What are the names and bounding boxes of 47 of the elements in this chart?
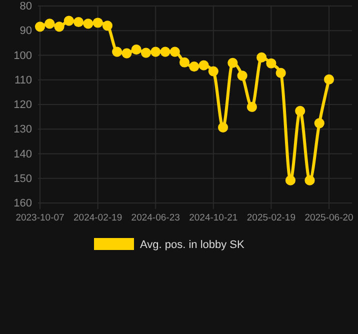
y-tick-label: 150 — [14, 172, 32, 185]
point — [198, 60, 209, 70]
point — [179, 57, 190, 68]
point — [324, 74, 334, 84]
point — [83, 18, 94, 29]
point — [246, 102, 257, 112]
point — [304, 175, 315, 186]
x-tick-label: 2023-10-07 — [16, 212, 64, 224]
legend-label: Avg. pos. in lobby SK — [140, 239, 246, 251]
point — [285, 175, 296, 186]
point — [112, 46, 122, 57]
point — [189, 62, 200, 72]
point — [102, 20, 112, 31]
point — [54, 22, 64, 32]
point — [64, 16, 74, 26]
point — [218, 122, 228, 132]
x-tick-label: 2024-10-21 — [189, 212, 238, 224]
point — [208, 66, 218, 76]
x-tick-label: 2024-02-19 — [73, 212, 122, 224]
y-tick-label: 100 — [14, 50, 32, 62]
y-tick-label: 90 — [20, 25, 32, 38]
x-tick-label: 2025-02-19 — [246, 212, 296, 224]
y-tick-label: 110 — [14, 74, 32, 86]
point — [295, 106, 306, 116]
point — [44, 18, 55, 29]
point — [228, 58, 238, 68]
y-tick-label: 80 — [20, 0, 32, 13]
y-tick-label: 160 — [14, 198, 32, 210]
point — [276, 68, 286, 78]
point — [256, 52, 267, 62]
point — [140, 48, 152, 58]
point — [122, 48, 132, 58]
point — [73, 16, 84, 28]
point — [131, 44, 142, 55]
x-tick-label: 2025-06-20 — [304, 212, 354, 224]
y-tick-label: 140 — [14, 148, 32, 160]
point — [314, 118, 324, 128]
y-tick-label: 130 — [14, 124, 32, 136]
point — [160, 46, 170, 57]
point — [170, 46, 180, 57]
point — [266, 58, 276, 68]
x-tick-label: 2024-06-23 — [131, 212, 180, 224]
point — [150, 46, 161, 57]
point — [92, 18, 103, 28]
y-tick-label: 120 — [14, 99, 32, 112]
point — [237, 70, 248, 81]
point — [34, 22, 46, 32]
